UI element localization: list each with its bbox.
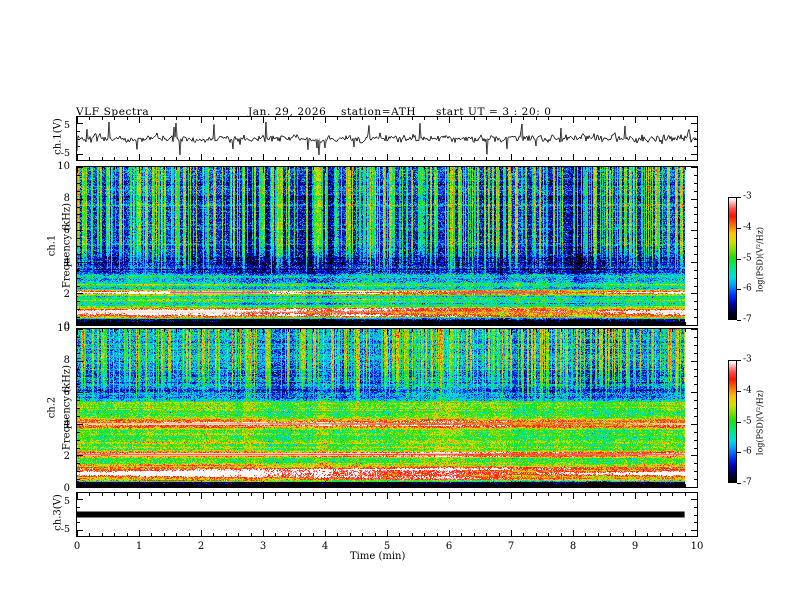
ch1-spectrogram-ytick-10: 10 — [57, 161, 70, 172]
x-axis-tick-5: 5 — [383, 541, 391, 552]
x-axis-tick-2: 2 — [197, 541, 205, 552]
colorbar-ch1-tick--7: -7 — [743, 314, 752, 325]
x-axis-tick-9: 9 — [631, 541, 639, 552]
panel-ch1-waveform-frame — [76, 116, 698, 161]
colorbar-ch1-tickmark--3 — [737, 197, 741, 198]
panel-ch1-spectrogram-frame — [76, 166, 698, 326]
colorbar-ch1-tick--5: -5 — [743, 253, 752, 263]
colorbar-ch2-tickmark--5 — [737, 422, 741, 423]
colorbar-ch2-tickmark--3 — [737, 360, 741, 361]
ch1-waveform-plot — [77, 117, 697, 160]
colorbar-ch1-tick--6: -6 — [743, 283, 752, 294]
colorbar-ch2-title: log(PSD)(V²/Hz) — [755, 389, 765, 456]
ch2-spectrogram-ylabel-freq: Frequency (kHz) — [61, 364, 73, 451]
title-date: Jan. 29, 2026 — [248, 106, 327, 118]
colorbar-ch1-tick--3: -3 — [743, 191, 752, 202]
colorbar-ch2-tickmark--7 — [737, 483, 741, 484]
x-axis-tick-6: 6 — [445, 541, 453, 552]
colorbar-ch1-tickmark--7 — [737, 320, 741, 321]
colorbar-ch2 — [728, 360, 737, 483]
colorbar-ch1-tick--4: -4 — [743, 222, 752, 233]
colorbar-ch2-tickmark--6 — [737, 452, 741, 453]
ch1-spectrogram-ytick-4: 4 — [63, 257, 70, 268]
x-axis-tick-10: 10 — [690, 541, 704, 552]
x-axis-label: Time (min) — [350, 551, 406, 562]
ch1-spectrogram-plot — [77, 167, 697, 325]
ch2-spectrogram-ytick-6: 6 — [63, 387, 70, 398]
title-main: VLF Spectra — [76, 106, 150, 118]
colorbar-ch1 — [728, 197, 737, 320]
colorbar-ch1-tickmark--6 — [737, 289, 741, 290]
ch1-spectrogram-ytick-6: 6 — [63, 225, 70, 236]
panel-ch2-spectrogram-frame — [76, 328, 698, 488]
colorbar-ch2-tick--3: -3 — [743, 354, 752, 365]
x-axis-tick-7: 7 — [507, 541, 515, 552]
ch2-spectrogram-ytick-4: 4 — [63, 419, 70, 430]
colorbar-ch1-tickmark--5 — [737, 259, 741, 260]
figure-title: VLF Spectra Jan. 29, 2026 station=ATH st… — [76, 106, 696, 120]
colorbar-ch2-tick--4: -4 — [743, 385, 752, 396]
ch2-spectrogram-ytick-10: 10 — [57, 323, 70, 334]
colorbar-ch2-tickmark--4 — [737, 391, 741, 392]
ch1-spectrogram-ytick-8: 8 — [63, 193, 70, 204]
ch2-spectrogram-ytick-0: 0 — [63, 483, 70, 494]
x-axis-tick-3: 3 — [259, 541, 267, 552]
x-axis-tick-0: 0 — [73, 541, 81, 552]
panel-ch3-waveform-frame — [76, 492, 698, 537]
ch3-waveform-ytick-neg5: -5 — [60, 524, 70, 535]
x-axis-tick-4: 4 — [321, 541, 329, 552]
ch1-waveform-ytick-5: 5 — [63, 120, 70, 131]
colorbar-ch2-tick--6: -6 — [743, 446, 752, 457]
ch1-spectrogram-ytick-0: 0 — [63, 321, 70, 332]
ch2-spectrogram-ytick-2: 2 — [63, 451, 70, 462]
ch3-waveform-plot — [77, 493, 697, 536]
ch3-waveform-ytick-5: 5 — [63, 496, 70, 507]
colorbar-ch1-tickmark--4 — [737, 228, 741, 229]
ch2-spectrogram-plot — [77, 329, 697, 487]
colorbar-ch2-tick--5: -5 — [743, 416, 752, 426]
title-start-ut: start UT = 3 : 20: 0 — [436, 106, 552, 118]
colorbar-ch2-tick--7: -7 — [743, 477, 752, 488]
ch1-spectrogram-ylabel-freq: Frequency (kHz) — [61, 202, 73, 289]
ch2-spectrogram-ytick-8: 8 — [63, 355, 70, 366]
title-station: station=ATH — [341, 106, 417, 118]
x-axis-tick-8: 8 — [569, 541, 577, 552]
x-axis-tick-1: 1 — [135, 541, 143, 552]
colorbar-ch1-title: log(PSD)(V²/Hz) — [755, 226, 765, 293]
ch1-spectrogram-ytick-2: 2 — [63, 289, 70, 300]
ch1-waveform-ytick-neg5: -5 — [60, 148, 70, 159]
